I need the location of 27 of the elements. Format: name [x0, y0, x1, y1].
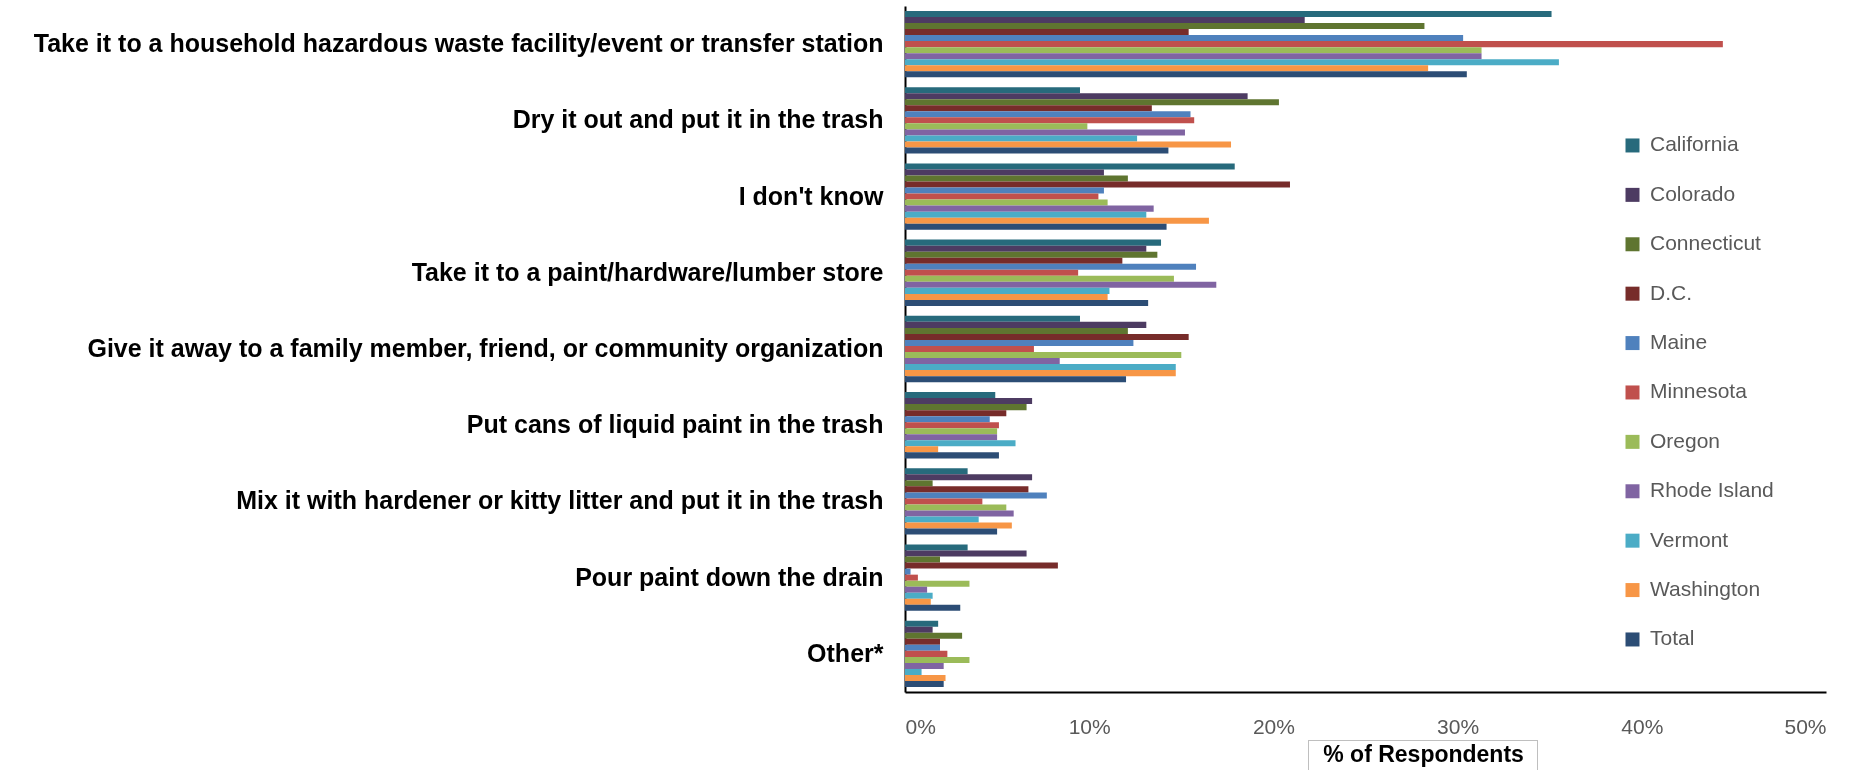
x-axis-title: % of Respondents	[1323, 740, 1524, 767]
legend-label: Connecticut	[1650, 231, 1762, 255]
y-tick-label: Take it to a paint/hardware/lumber store	[411, 257, 884, 286]
x-tick-label: 50%	[1784, 714, 1827, 738]
y-tick-label: Put cans of liquid paint in the trash	[466, 410, 884, 439]
y-tick-label: I don't know	[738, 181, 885, 210]
y-tick-label: Other*	[807, 638, 884, 667]
y-tick-label: Give it away to a family member, friend, or community organization	[87, 334, 884, 362]
legend-label: Washington	[1650, 577, 1761, 601]
legend-label: Maine	[1650, 330, 1708, 354]
y-tick-label: Dry it out and put it in the trash	[512, 105, 884, 134]
legend-label: Total	[1650, 626, 1695, 650]
legend-label: Colorado	[1650, 181, 1736, 205]
legend-label: Oregon	[1650, 428, 1721, 452]
x-tick-label: 0%	[905, 714, 936, 738]
legend-label: Vermont	[1650, 527, 1729, 551]
legend-label: California	[1650, 132, 1740, 156]
y-tick-label: Mix it with hardener or kitty litter and put it in the trash	[236, 486, 884, 515]
x-tick-label: 20%	[1252, 714, 1295, 738]
x-tick-label: 10%	[1068, 714, 1111, 738]
legend-label: D.C.	[1650, 280, 1692, 304]
y-tick-label: Take it to a household hazardous waste facility/event or transfer station	[33, 29, 884, 58]
x-tick-label: 40%	[1621, 714, 1664, 738]
legend-label: Rhode Island	[1650, 478, 1774, 502]
y-tick-label: Pour paint down the drain	[575, 562, 884, 591]
legend-label: Minnesota	[1650, 379, 1748, 403]
x-tick-label: 30%	[1437, 714, 1480, 738]
